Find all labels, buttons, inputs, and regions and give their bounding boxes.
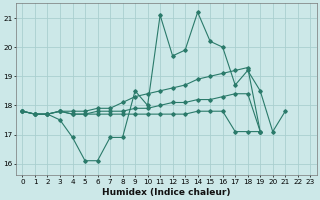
X-axis label: Humidex (Indice chaleur): Humidex (Indice chaleur) xyxy=(102,188,231,197)
